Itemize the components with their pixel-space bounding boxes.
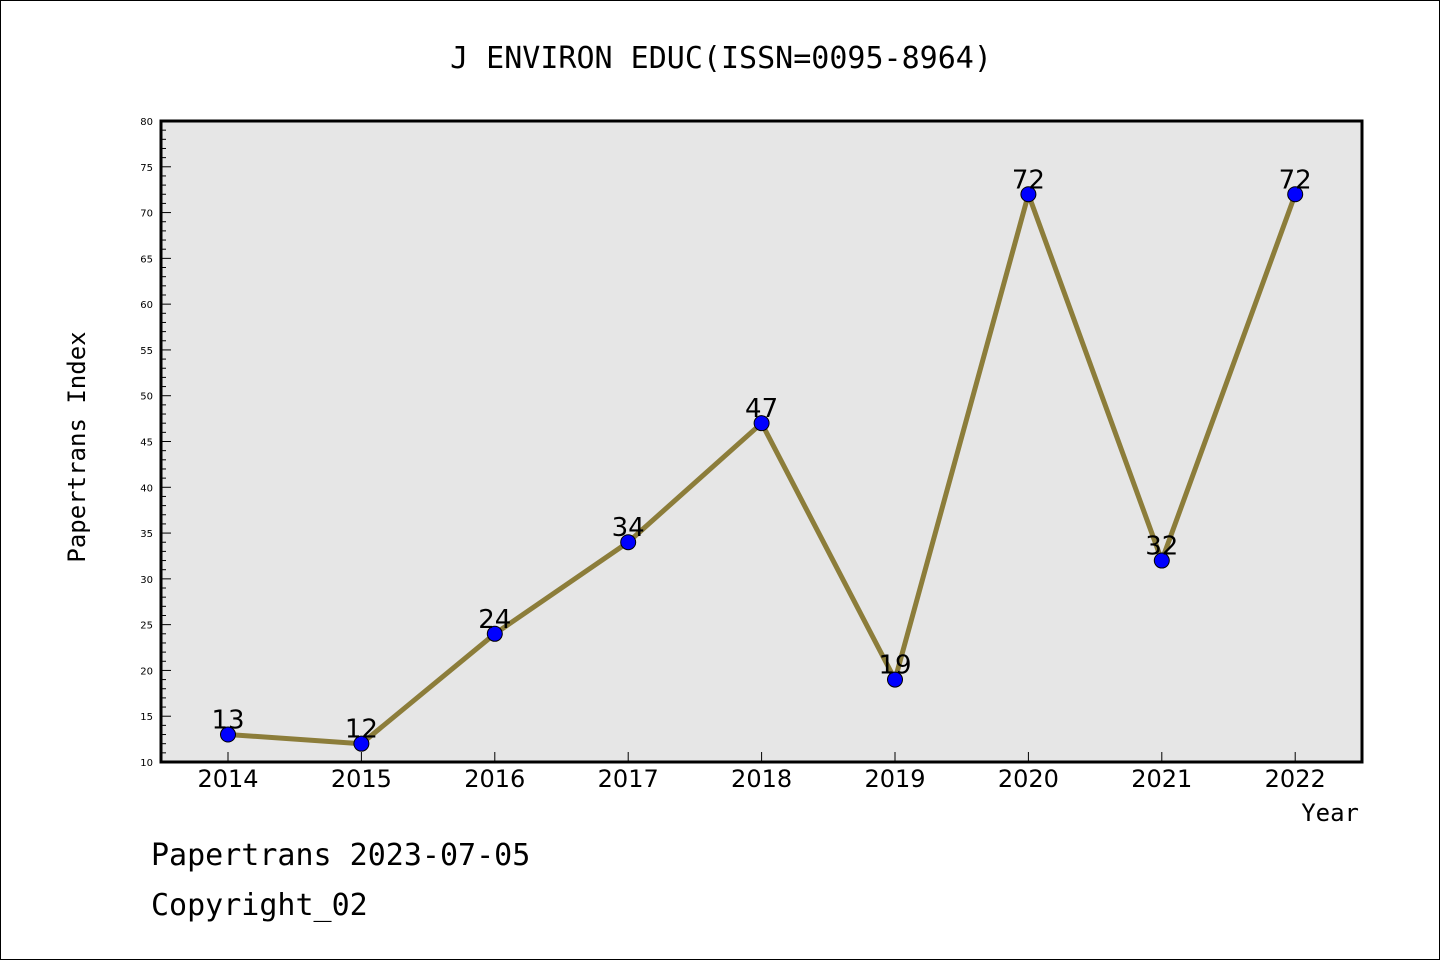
plot-area [159, 119, 1364, 764]
data-label: 32 [1145, 532, 1178, 562]
x-tick-label: 2014 [197, 765, 258, 793]
data-point [486, 625, 503, 642]
y-tick-label: 75 [140, 163, 153, 174]
x-tick-label: 2019 [864, 765, 925, 793]
data-label: 47 [745, 394, 778, 424]
y-tick-label: 40 [140, 483, 153, 494]
x-tick-label: 2017 [598, 765, 659, 793]
y-tick-label: 30 [140, 575, 153, 586]
x-tick-label: 2021 [1131, 765, 1192, 793]
data-point [620, 534, 637, 551]
footer-copyright: Copyright_02 [151, 888, 368, 923]
data-point [1287, 186, 1304, 203]
y-tick-label: 25 [140, 621, 153, 632]
y-axis-title: Papertrans Index [63, 331, 91, 562]
y-tick-label: 80 [140, 117, 153, 128]
chart-title: J ENVIRON EDUC(ISSN=0095-8964) [450, 41, 992, 76]
x-tick-label: 2015 [331, 765, 392, 793]
data-point [1020, 186, 1037, 203]
y-tick-label: 20 [140, 666, 153, 677]
y-tick-label: 50 [140, 392, 153, 403]
x-axis: 2014 2015 2016 2017 2018 2019 2020 2021 2022 [197, 752, 1326, 793]
data-label: 72 [1012, 165, 1045, 195]
y-tick-label: 10 [140, 758, 153, 769]
data-label: 12 [345, 715, 378, 745]
y-tick-label: 65 [140, 254, 153, 265]
data-label: 72 [1279, 165, 1312, 195]
series-layer [220, 186, 1304, 752]
footer-date: Papertrans 2023-07-05 [151, 838, 530, 873]
x-tick-label: 2016 [464, 765, 525, 793]
data-point [220, 726, 236, 743]
data-label: 34 [612, 513, 645, 543]
data-label: 19 [878, 651, 911, 681]
x-tick-label: 2018 [731, 765, 792, 793]
y-tick-label: 60 [140, 300, 153, 311]
y-tick-label: 15 [140, 712, 153, 723]
data-label: 13 [211, 706, 244, 736]
x-tick-label: 2022 [1265, 765, 1326, 793]
data-point [353, 735, 370, 752]
x-axis-title: Year [1301, 799, 1359, 827]
y-tick-label: 70 [140, 209, 153, 220]
data-labels: 13 12 24 34 47 19 72 32 72 [211, 165, 1311, 744]
x-tick-label: 2020 [998, 765, 1059, 793]
y-axis: 10 15 20 25 30 35 40 45 50 55 60 65 70 75 80 [140, 117, 171, 769]
y-tick-label: 35 [140, 529, 153, 540]
data-label: 24 [478, 605, 511, 635]
y-tick-label: 55 [140, 346, 153, 357]
data-point [887, 671, 903, 688]
data-point [1153, 552, 1170, 569]
y-tick-label: 45 [140, 438, 153, 449]
data-point [753, 415, 770, 432]
